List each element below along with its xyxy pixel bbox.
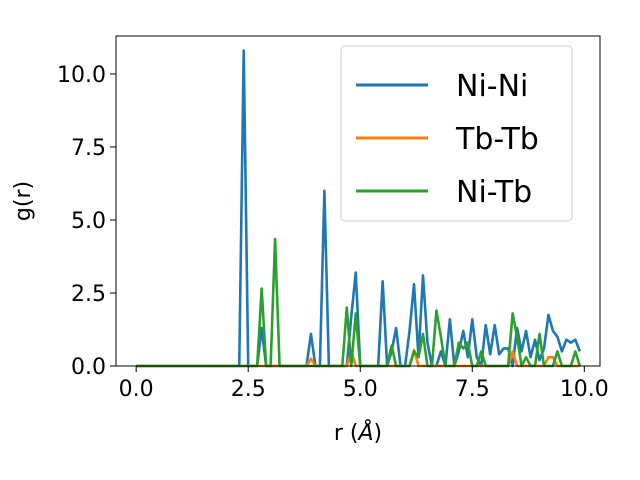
series-line-ni-ni xyxy=(136,49,582,368)
x-axis-label: r (Å) xyxy=(334,419,382,446)
y-tick-label: 0.0 xyxy=(71,355,106,380)
y-tick-label: 10.0 xyxy=(57,63,106,88)
legend: Ni-Ni Tb-Tb Ni-Tb xyxy=(340,45,573,222)
legend-box xyxy=(340,45,573,222)
x-tick-label: 0.0 xyxy=(119,377,154,402)
legend-label-ni-tb: Ni-Tb xyxy=(456,175,532,210)
legend-label-ni-ni: Ni-Ni xyxy=(456,69,528,104)
x-tick-label: 10.0 xyxy=(560,377,609,402)
x-tick-label: 7.5 xyxy=(455,377,490,402)
y-tick-label: 7.5 xyxy=(71,136,106,161)
legend-label-tb-tb: Tb-Tb xyxy=(455,122,539,157)
plot-frame xyxy=(115,35,601,367)
y-axis: 0.0 2.5 5.0 7.5 10.0 xyxy=(57,63,116,380)
x-tick-label: 2.5 xyxy=(231,377,266,402)
x-axis: 0.0 2.5 5.0 7.5 10.0 xyxy=(119,366,609,402)
x-tick-label: 5.0 xyxy=(343,377,378,402)
y-tick-label: 2.5 xyxy=(71,282,106,307)
y-axis-label: g(r) xyxy=(11,181,36,221)
y-tick-label: 5.0 xyxy=(71,209,106,234)
